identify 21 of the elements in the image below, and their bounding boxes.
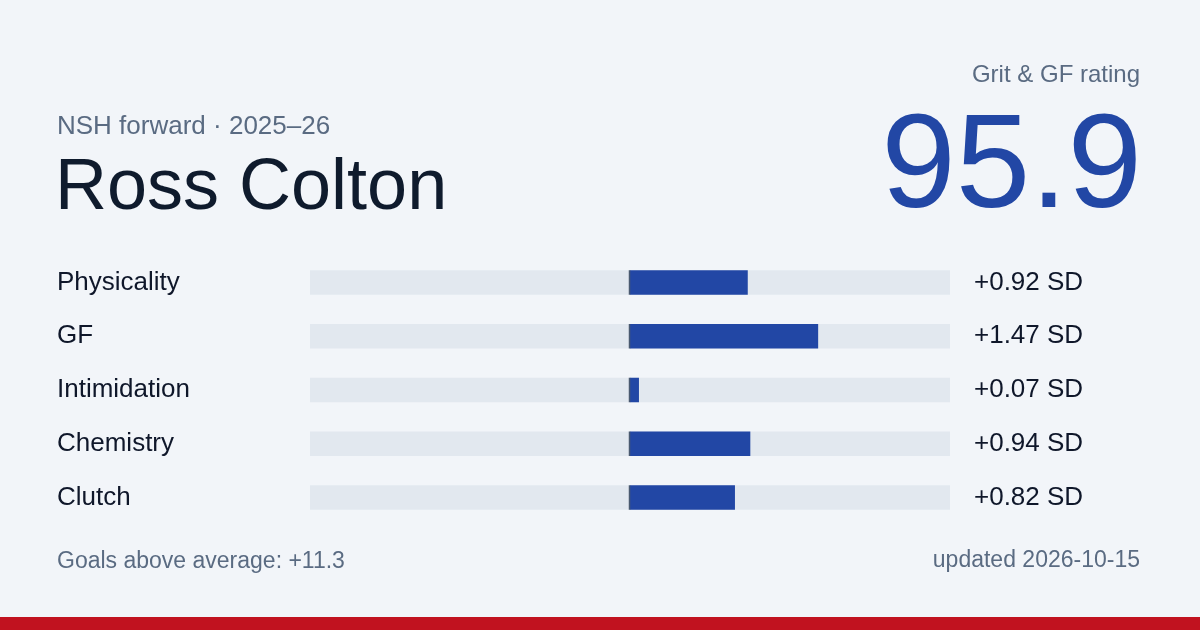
data-label: +0.82 SD (974, 480, 1084, 511)
data-label: +0.94 SD (974, 426, 1084, 457)
text: Grit & GF rating (971, 60, 1140, 87)
chart-title: Ross Colton (55, 144, 448, 224)
bar (630, 485, 735, 510)
data-label: +0.07 SD (974, 373, 1084, 404)
data-label: +0.92 SD (974, 265, 1084, 296)
bar (630, 377, 639, 403)
text: updated 2026-10-15 (932, 546, 1140, 572)
y-tick-label: Chemistry (57, 426, 175, 457)
data-label: +1.47 SD (974, 319, 1084, 350)
y-tick-label: GF (57, 319, 94, 350)
y-tick-label: Intimidation (57, 373, 190, 404)
bar (630, 323, 819, 349)
text: Goals above average: +11.3 (57, 547, 345, 573)
chart-subtitle: NSH forward · 2025–26 (57, 110, 331, 140)
y-tick-label: Physicality (57, 265, 180, 296)
bar (630, 431, 751, 457)
y-tick-label: Clutch (57, 480, 131, 511)
text: 95.9 (881, 86, 1142, 235)
bar (630, 270, 748, 295)
